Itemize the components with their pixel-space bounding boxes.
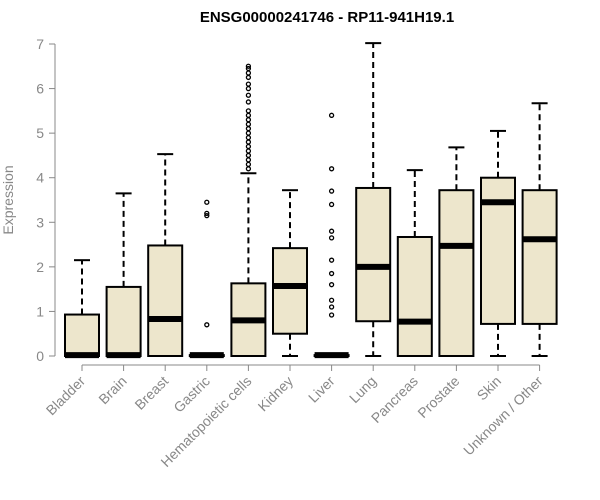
- box-gastric: [188, 199, 225, 359]
- y-tick-label: 7: [36, 36, 44, 52]
- outlier-point: [204, 322, 210, 328]
- x-tick-label: Skin: [474, 373, 505, 404]
- box-iqr: [521, 189, 558, 325]
- outlier-point: [245, 112, 252, 118]
- box-unknown-other: [521, 102, 558, 357]
- box-iqr: [438, 189, 475, 357]
- x-tick-label: Breast: [131, 373, 171, 413]
- outlier-point: [328, 201, 335, 208]
- x-tick-label: Liver: [305, 373, 338, 406]
- outlier-point: [204, 210, 210, 217]
- outlier-point: [328, 282, 335, 288]
- box-iqr: [272, 247, 308, 335]
- y-tick-label: 4: [36, 170, 44, 186]
- box-bladder: [64, 259, 100, 359]
- x-tick-label: Kidney: [255, 373, 297, 415]
- outlier-point: [245, 81, 252, 87]
- box-liver: [313, 112, 350, 359]
- outlier-point: [245, 117, 252, 123]
- x-tick-label: Bladder: [43, 373, 89, 419]
- box-iqr: [396, 235, 433, 358]
- x-tick-label: Brain: [95, 373, 129, 407]
- outlier-point: [245, 143, 252, 150]
- outlier-point: [328, 312, 335, 318]
- y-axis: 0 1 2 3 4 5 6 7: [36, 36, 56, 364]
- y-tick-label: 6: [36, 81, 44, 97]
- box-lung: [355, 42, 392, 357]
- outlier-point: [328, 257, 335, 263]
- outlier-point: [245, 65, 252, 72]
- outlier-point: [245, 152, 252, 159]
- outlier-point: [328, 228, 335, 234]
- outlier-point: [245, 63, 252, 69]
- outlier-point: [328, 166, 335, 172]
- boxes-group: [64, 42, 558, 359]
- box-prostate: [438, 146, 475, 357]
- outlier-point: [204, 212, 210, 219]
- x-tick-label: Lung: [346, 373, 379, 406]
- box-skin: [480, 129, 516, 357]
- box-hematopoietic-cells: [230, 63, 267, 357]
- x-tick-label: Prostate: [414, 373, 462, 421]
- chart-title: ENSG00000241746 - RP11-941H19.1: [200, 9, 454, 26]
- outlier-point: [328, 270, 335, 277]
- outlier-point: [245, 130, 252, 136]
- box-iqr: [355, 186, 392, 323]
- outlier-point: [328, 297, 335, 303]
- outlier-point: [245, 139, 252, 145]
- y-tick-label: 2: [36, 259, 44, 275]
- box-pancreas: [396, 169, 433, 358]
- outlier-point: [328, 188, 335, 194]
- outlier-point: [245, 134, 252, 141]
- box-iqr: [105, 285, 142, 357]
- y-tick-label: 5: [36, 125, 44, 141]
- box-iqr: [147, 244, 184, 357]
- outlier-point: [245, 70, 252, 76]
- outlier-point: [245, 166, 252, 172]
- y-axis-label: Expression: [0, 165, 16, 234]
- y-tick-label: 3: [36, 214, 44, 230]
- outlier-point: [245, 121, 252, 127]
- y-tick-label: 0: [36, 348, 44, 364]
- box-brain: [105, 192, 142, 359]
- outlier-point: [245, 108, 252, 114]
- box-breast: [147, 153, 184, 357]
- box-iqr: [64, 313, 100, 358]
- outlier-point: [245, 148, 252, 154]
- outlier-point: [245, 161, 252, 167]
- outlier-point: [245, 99, 252, 105]
- outlier-point: [328, 304, 335, 310]
- outlier-point: [204, 199, 210, 205]
- outlier-point: [245, 126, 252, 132]
- outlier-point: [328, 112, 335, 118]
- outlier-point: [328, 235, 335, 241]
- box-kidney: [272, 189, 308, 357]
- outlier-point: [245, 157, 252, 163]
- x-tick-label: Unknown / Other: [460, 373, 546, 459]
- outlier-point: [245, 74, 252, 81]
- y-tick-label: 1: [36, 303, 44, 319]
- outlier-point: [245, 85, 252, 92]
- outlier-point: [245, 92, 252, 98]
